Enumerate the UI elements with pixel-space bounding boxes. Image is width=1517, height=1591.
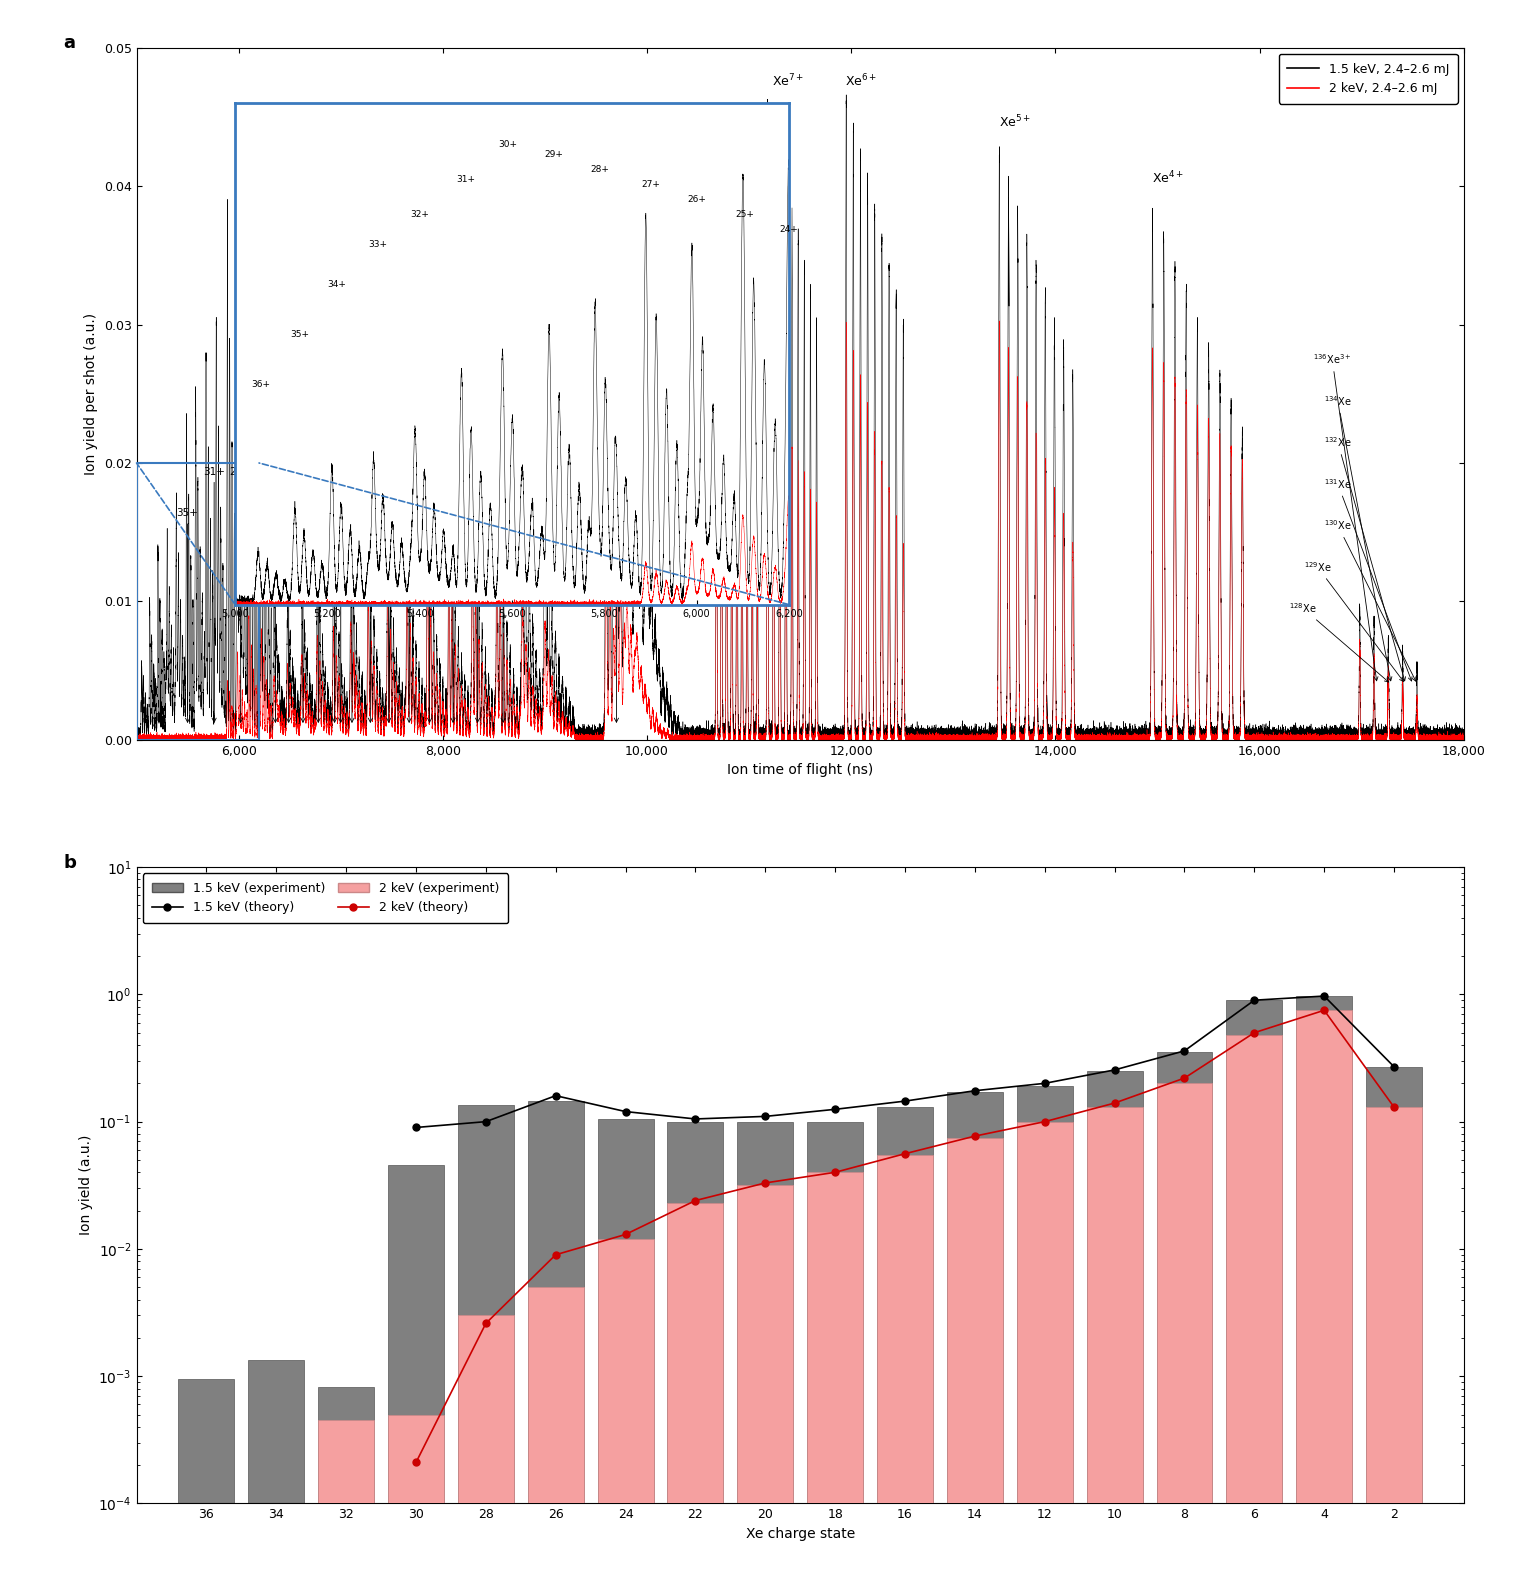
Text: 28+: 28+ <box>590 164 610 173</box>
Legend: 1.5 keV, 2.4–2.6 mJ, 2 keV, 2.4–2.6 mJ: 1.5 keV, 2.4–2.6 mJ, 2 keV, 2.4–2.6 mJ <box>1279 54 1458 103</box>
Text: 30+: 30+ <box>498 140 517 148</box>
Bar <box>388 1414 444 1591</box>
Bar <box>1226 1001 1282 1591</box>
Text: 34+: 34+ <box>328 280 346 290</box>
Text: 27+: 27+ <box>642 180 660 189</box>
Text: 25+: 25+ <box>736 210 754 218</box>
Y-axis label: Ion yield (a.u.): Ion yield (a.u.) <box>79 1134 93 1236</box>
Text: 9+: 9+ <box>608 315 623 722</box>
Text: 15+: 15+ <box>378 466 399 722</box>
Text: $^{129}$Xe: $^{129}$Xe <box>1303 560 1403 681</box>
Text: 13+: 13+ <box>419 509 440 722</box>
Bar <box>1296 996 1352 1591</box>
Bar <box>388 1165 444 1591</box>
Bar <box>458 1316 514 1591</box>
Text: 36+: 36+ <box>250 380 270 390</box>
Text: $^{128}$Xe: $^{128}$Xe <box>1289 601 1388 683</box>
Bar <box>1086 1071 1142 1591</box>
X-axis label: Ion time of flight (ns): Ion time of flight (ns) <box>727 764 874 778</box>
Text: 17+: 17+ <box>341 509 363 722</box>
Text: 31+: 31+ <box>203 466 225 722</box>
Bar <box>319 1387 375 1591</box>
Bar <box>249 1360 305 1591</box>
Text: 33+: 33+ <box>369 240 388 248</box>
X-axis label: Xe charge state: Xe charge state <box>745 1527 856 1542</box>
Text: 10+: 10+ <box>492 425 514 722</box>
Text: 27+: 27+ <box>229 466 252 722</box>
Text: 20+: 20+ <box>308 466 329 722</box>
Bar <box>1156 1052 1212 1591</box>
Bar <box>807 1122 863 1591</box>
Y-axis label: Ion yield per shot (a.u.): Ion yield per shot (a.u.) <box>83 313 99 474</box>
Bar <box>1016 1122 1073 1591</box>
Text: 21+: 21+ <box>293 509 314 722</box>
Text: Xe$^{6+}$: Xe$^{6+}$ <box>845 73 877 89</box>
Bar <box>1226 1036 1282 1591</box>
Bar <box>319 1421 375 1591</box>
Text: 29+: 29+ <box>545 150 563 159</box>
Bar <box>877 1107 933 1591</box>
Bar <box>737 1185 793 1591</box>
Text: 32+: 32+ <box>410 210 429 218</box>
Text: $^{136}$Xe$^{3+}$: $^{136}$Xe$^{3+}$ <box>1312 352 1377 681</box>
Text: $^{130}$Xe: $^{130}$Xe <box>1324 519 1415 681</box>
Bar <box>947 1138 1003 1591</box>
Text: 19+: 19+ <box>323 466 346 722</box>
Bar <box>458 1106 514 1591</box>
Legend: 1.5 keV (experiment), 1.5 keV (theory), 2 keV (experiment), 2 keV (theory): 1.5 keV (experiment), 1.5 keV (theory), … <box>143 873 508 923</box>
Text: 16+: 16+ <box>360 509 381 722</box>
Text: 31+: 31+ <box>457 175 475 183</box>
Text: 11+: 11+ <box>467 466 488 722</box>
Bar <box>528 1101 584 1591</box>
Bar <box>528 1287 584 1591</box>
Text: 24+: 24+ <box>780 224 798 234</box>
Text: 18+: 18+ <box>329 509 352 722</box>
Text: Xe$^{7+}$: Xe$^{7+}$ <box>772 73 804 89</box>
Bar <box>667 1122 724 1591</box>
Bar <box>947 1093 1003 1591</box>
Text: b: b <box>64 854 76 872</box>
Text: 26+: 26+ <box>687 194 705 204</box>
Bar <box>1016 1087 1073 1591</box>
Bar <box>1296 1010 1352 1591</box>
Text: 14+: 14+ <box>399 466 420 722</box>
Bar <box>1086 1107 1142 1591</box>
Bar <box>598 1118 654 1591</box>
Text: $^{132}$Xe: $^{132}$Xe <box>1324 436 1406 681</box>
Bar <box>807 1173 863 1591</box>
Bar <box>667 1203 724 1591</box>
Text: 12+: 12+ <box>441 466 464 722</box>
Bar <box>1367 1066 1421 1591</box>
Text: 22+: 22+ <box>278 509 299 722</box>
Bar <box>179 1379 234 1591</box>
Bar <box>877 1155 933 1591</box>
Bar <box>1156 1083 1212 1591</box>
Text: 35+: 35+ <box>290 329 309 339</box>
Text: $^{131}$Xe: $^{131}$Xe <box>1324 477 1412 681</box>
Bar <box>737 1122 793 1591</box>
Text: $^{134}$Xe: $^{134}$Xe <box>1324 395 1393 681</box>
Bar <box>1367 1107 1421 1591</box>
Text: 23+: 23+ <box>264 509 287 722</box>
Bar <box>137 463 259 740</box>
Text: Xe$^{8+}$: Xe$^{8+}$ <box>715 170 746 186</box>
Text: 35+: 35+ <box>176 509 199 722</box>
Text: a: a <box>64 33 76 53</box>
Text: Xe$^{4+}$: Xe$^{4+}$ <box>1151 170 1183 186</box>
Bar <box>598 1239 654 1591</box>
Text: Xe$^{5+}$: Xe$^{5+}$ <box>998 115 1030 130</box>
